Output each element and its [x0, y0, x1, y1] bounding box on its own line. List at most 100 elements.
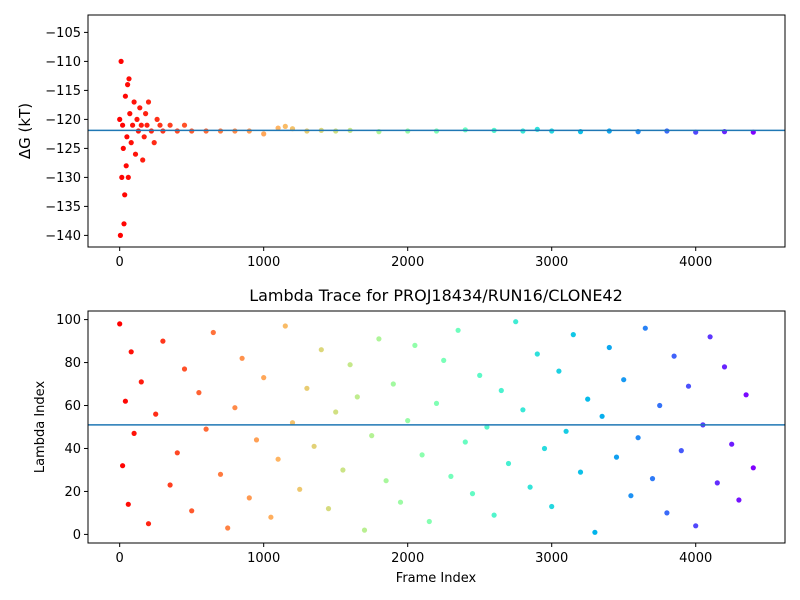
lambda-point [671, 353, 677, 359]
lambda-point [750, 465, 756, 471]
lambda-point [613, 454, 620, 460]
delta-g-y-tick-label: −140 [45, 229, 81, 244]
delta-g-point [138, 122, 144, 128]
delta-g-point [134, 116, 140, 122]
delta-g-point [140, 157, 146, 163]
lambda-point [117, 321, 123, 327]
lambda-point [570, 332, 576, 338]
delta-g-point [131, 99, 137, 105]
lambda-x-axis-label: Frame Index [396, 571, 477, 586]
lambda-point [441, 357, 447, 363]
delta-g-x-tick-label: 2000 [391, 255, 424, 270]
lambda-y-tick-label: 60 [64, 399, 81, 414]
lambda-point [513, 319, 519, 325]
lambda-point [210, 329, 216, 336]
delta-g-point [120, 145, 126, 151]
delta-g-x-tick-label: 0 [116, 255, 124, 270]
lambda-point [685, 383, 692, 389]
lambda-point [477, 372, 483, 378]
lambda-point [577, 469, 584, 475]
lambda-point [649, 476, 656, 482]
delta-g-point [130, 122, 136, 128]
lambda-panel: Lambda Trace for PROJ18434/RUN16/CLONE42… [33, 286, 786, 586]
lambda-point [426, 518, 432, 525]
lambda-point [128, 349, 134, 355]
lambda-point [261, 375, 267, 381]
lambda-point [246, 495, 252, 501]
lambda-point [289, 420, 296, 426]
lambda-y-axis-label: Lambda Index [33, 381, 48, 474]
delta-g-point [122, 93, 128, 99]
lambda-point [282, 323, 288, 329]
lambda-point [484, 424, 490, 430]
lambda-chart-title: Lambda Trace for PROJ18434/RUN16/CLONE42 [249, 286, 623, 305]
lambda-point [721, 364, 728, 370]
delta-g-point [121, 221, 127, 227]
delta-g-axes-frame [87, 14, 786, 248]
lambda-point [153, 411, 159, 417]
lambda-point [455, 327, 461, 333]
delta-g-y-tick-label: −105 [45, 26, 81, 41]
lambda-point [736, 497, 742, 503]
lambda-point [585, 396, 591, 402]
lambda-point [354, 394, 360, 400]
lambda-point [541, 445, 548, 452]
lambda-x-tick-label: 1000 [247, 551, 280, 566]
lambda-point [664, 510, 670, 516]
lambda-x-tick-label: 2000 [391, 551, 424, 566]
delta-g-y-ticks: −140 −135 −130 −125 −120 −115 −110 −105 [45, 26, 88, 244]
lambda-point [635, 435, 641, 441]
lambda-point [599, 413, 605, 419]
lambda-point [397, 499, 404, 505]
lambda-point [196, 390, 202, 396]
lambda-point [340, 467, 346, 473]
delta-g-point [151, 140, 157, 146]
lambda-x-ticks: 0 1000 2000 3000 4000 [116, 543, 712, 566]
delta-g-x-tick-label: 4000 [679, 255, 712, 270]
delta-g-point [125, 82, 131, 88]
delta-g-point [145, 99, 152, 105]
lambda-point [520, 407, 526, 413]
lambda-point [174, 450, 180, 456]
lambda-point [707, 334, 713, 340]
delta-g-point [181, 122, 188, 128]
delta-g-point [117, 116, 123, 122]
lambda-point [122, 398, 128, 404]
lambda-point [556, 368, 562, 374]
lambda-point [657, 402, 663, 409]
delta-g-point [282, 123, 288, 129]
lambda-point [325, 506, 332, 512]
lambda-point [462, 439, 468, 445]
lambda-point [693, 523, 699, 529]
delta-g-point [126, 76, 132, 82]
lambda-point [225, 525, 231, 531]
delta-g-point [261, 131, 267, 137]
lambda-y-tick-label: 100 [56, 313, 81, 328]
lambda-point [318, 347, 324, 353]
delta-g-point [167, 122, 173, 128]
lambda-point [678, 448, 684, 454]
lambda-point [419, 452, 425, 458]
delta-g-point [122, 192, 128, 198]
delta-g-y-tick-label: −125 [45, 142, 81, 157]
lambda-point [621, 377, 627, 383]
lambda-point [505, 460, 512, 467]
delta-g-point [120, 122, 126, 128]
lambda-point [181, 366, 188, 372]
lambda-point [145, 521, 152, 527]
lambda-point [361, 527, 368, 533]
lambda-point [729, 441, 735, 447]
lambda-y-tick-label: 0 [73, 528, 81, 543]
lambda-point [628, 493, 634, 499]
lambda-point [304, 385, 310, 391]
delta-g-y-tick-label: −135 [45, 200, 81, 215]
lambda-point [448, 473, 454, 479]
lambda-point [232, 405, 238, 411]
lambda-y-tick-label: 20 [64, 485, 81, 500]
delta-g-point [141, 134, 147, 140]
delta-g-point [143, 111, 149, 117]
lambda-point [469, 491, 476, 497]
delta-g-point [157, 122, 163, 128]
lambda-point [253, 437, 260, 443]
